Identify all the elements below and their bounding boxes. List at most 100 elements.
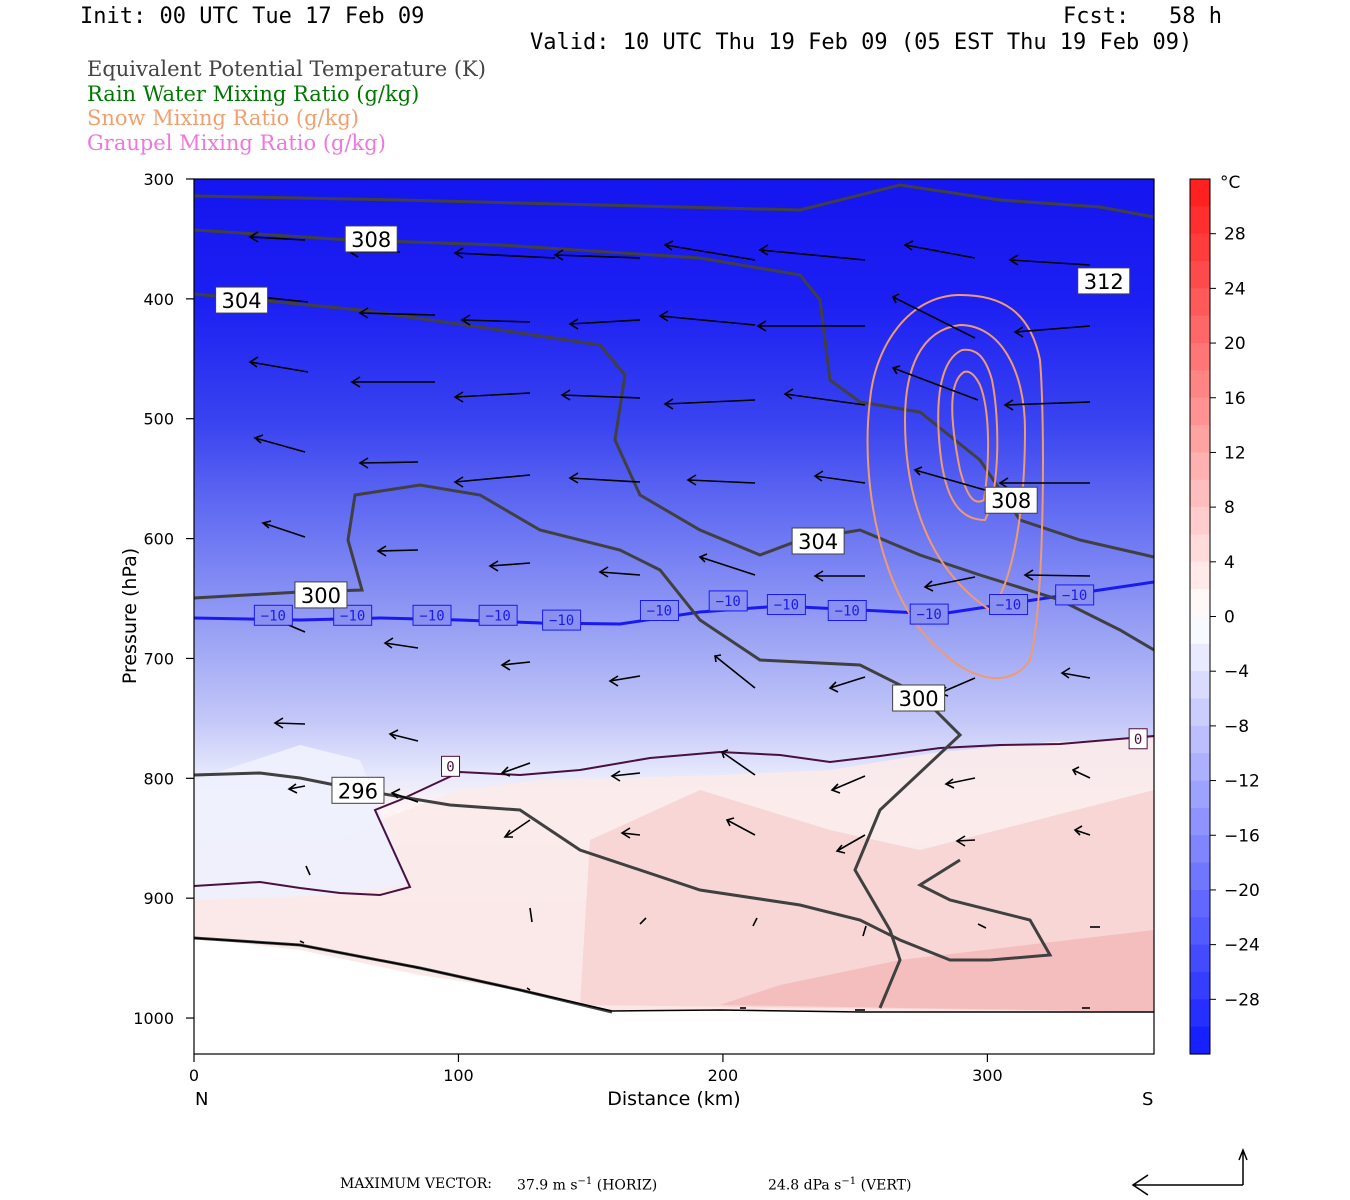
colorbar-tick-label: 12 xyxy=(1224,443,1246,463)
svg-text:300: 300 xyxy=(301,584,341,608)
svg-text:300: 300 xyxy=(899,687,939,711)
isotherm-labels: −10 −10 −10 −10 −10 −10 −10 −10 −10 −10 −10 −10 0 0 xyxy=(253,584,1148,777)
legend-graupel: Graupel Mixing Ratio (g/kg) xyxy=(87,131,386,155)
colorbar-segment xyxy=(1190,425,1210,454)
wind-vector xyxy=(835,834,866,854)
endpoint-south: S xyxy=(1142,1089,1153,1110)
wind-vector xyxy=(568,318,641,330)
wind-vector xyxy=(830,775,866,794)
wind-vector xyxy=(828,676,866,693)
wind-vector xyxy=(1073,825,1091,836)
wind-vector xyxy=(453,247,556,259)
svg-text:312: 312 xyxy=(1084,270,1124,294)
colorbar-segment xyxy=(1190,1026,1210,1055)
wind-vector xyxy=(453,391,531,403)
isotherm-0c xyxy=(194,735,1154,897)
wind-vector xyxy=(299,940,305,944)
svg-text:−10: −10 xyxy=(340,608,365,624)
colorbar-tick-label: −12 xyxy=(1224,772,1260,792)
y-tick-label: 800 xyxy=(143,769,174,788)
svg-text:−10: −10 xyxy=(647,604,672,620)
colorbar-segment xyxy=(1190,288,1210,317)
forecast-hour: Fcst: 58 h xyxy=(1063,4,1222,29)
svg-text:−10: −10 xyxy=(917,607,942,623)
colorbar-tick-label: −28 xyxy=(1224,990,1260,1010)
wind-vector xyxy=(273,717,306,729)
y-tick-label: 300 xyxy=(143,170,174,189)
colorbar-segment xyxy=(1190,589,1210,618)
legend-theta-e: Equivalent Potential Temperature (K) xyxy=(87,57,486,81)
wind-vector xyxy=(305,865,311,876)
isotherm-label: −10 xyxy=(909,603,949,625)
wind-vector xyxy=(287,783,306,794)
colorbar-segment xyxy=(1190,507,1210,536)
theta-e-label: 300 xyxy=(294,581,348,609)
wind-vector xyxy=(720,749,756,776)
y-tick-label: 900 xyxy=(143,889,174,908)
colorbar-tick-label: 0 xyxy=(1224,608,1235,628)
wind-vector xyxy=(725,817,756,836)
wind-vector xyxy=(1023,569,1091,581)
wind-vector xyxy=(756,320,865,332)
svg-text:304: 304 xyxy=(222,289,262,313)
theta-e-label: 308 xyxy=(984,486,1038,514)
svg-text:308: 308 xyxy=(351,228,391,252)
isotherm-label: −10 xyxy=(639,600,679,622)
wind-vector xyxy=(998,477,1090,489)
colorbar-segment xyxy=(1190,944,1210,973)
colorbar-segment xyxy=(1190,397,1210,426)
svg-text:296: 296 xyxy=(338,779,378,803)
wind-vector xyxy=(903,240,976,259)
colorbar-tick-label: −16 xyxy=(1224,826,1260,846)
wind-vector-field xyxy=(248,231,1100,1011)
svg-text:−10: −10 xyxy=(996,598,1021,614)
y-axis: 300 400 500 600 700 800 900 1000 xyxy=(133,170,194,1028)
svg-text:308: 308 xyxy=(991,489,1031,513)
y-tick-label: 1000 xyxy=(133,1009,174,1028)
y-tick-label: 500 xyxy=(143,410,174,429)
svg-text:304: 304 xyxy=(798,530,838,554)
snow-contour xyxy=(937,348,999,522)
colorbar-segment xyxy=(1190,698,1210,727)
wind-vector xyxy=(261,520,306,538)
colorbar-segment xyxy=(1190,534,1210,563)
max-vector-label: MAXIMUM VECTOR: xyxy=(340,1176,492,1192)
wind-vector xyxy=(1071,766,1091,779)
wind-vector xyxy=(358,307,436,319)
wind-vector xyxy=(639,917,647,925)
colorbar-segment xyxy=(1190,343,1210,372)
svg-text:−10: −10 xyxy=(261,608,286,624)
theta-e-label: 296 xyxy=(331,776,385,804)
x-axis: 0 100 200 300 xyxy=(189,1054,1003,1085)
wind-vector xyxy=(376,545,419,557)
wind-vector xyxy=(663,240,756,261)
wind-vector xyxy=(813,470,866,484)
colorbar-segment xyxy=(1190,479,1210,508)
colorbar-tick-label: −24 xyxy=(1224,936,1260,956)
isotherm-label: −10 xyxy=(478,604,518,626)
y-tick-label: 700 xyxy=(143,649,174,668)
colorbar-segment xyxy=(1190,807,1210,836)
colorbar-segment xyxy=(1190,315,1210,344)
theta-e-label: 300 xyxy=(892,684,946,712)
isotherm-label: −10 xyxy=(253,604,293,626)
wind-vector xyxy=(350,376,435,388)
colorbar-segment xyxy=(1190,671,1210,700)
theta-e-label: 308 xyxy=(344,225,398,253)
wind-vector xyxy=(813,570,865,582)
wind-vector xyxy=(608,675,641,687)
terrain-outline xyxy=(193,937,1154,1013)
wind-vector xyxy=(553,249,641,261)
reference-vector-icon xyxy=(1131,1147,1248,1196)
wind-vector xyxy=(698,553,756,576)
wind-vector xyxy=(568,472,641,484)
svg-text:−10: −10 xyxy=(419,608,444,624)
colorbar-segment xyxy=(1190,452,1210,481)
colorbar-tick-label: 24 xyxy=(1224,279,1246,299)
colorbar-segment xyxy=(1190,780,1210,809)
legend-rain-water: Rain Water Mixing Ratio (g/kg) xyxy=(87,82,420,106)
colorbar-tick-label: −8 xyxy=(1224,717,1249,737)
wind-vector xyxy=(783,388,866,406)
wind-vector xyxy=(526,987,531,991)
colorbar-tick-label: 16 xyxy=(1224,389,1246,409)
